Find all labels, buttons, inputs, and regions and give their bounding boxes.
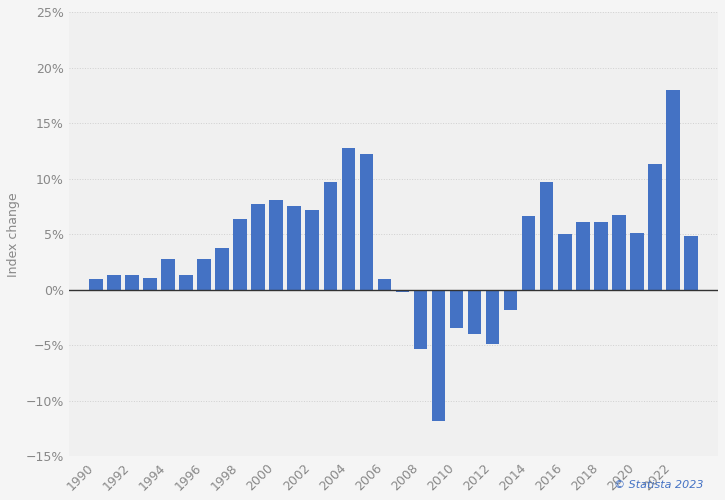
Bar xyxy=(468,290,481,334)
Bar xyxy=(396,290,409,292)
Bar xyxy=(305,210,319,290)
Bar xyxy=(161,258,175,290)
Bar xyxy=(341,148,355,290)
Bar xyxy=(558,234,571,290)
Bar xyxy=(89,278,102,290)
Bar xyxy=(179,276,193,290)
Bar xyxy=(486,290,500,344)
Bar xyxy=(504,290,518,310)
Bar xyxy=(197,258,211,290)
Bar xyxy=(360,154,373,290)
Bar xyxy=(233,218,247,290)
Bar xyxy=(522,216,536,290)
Text: © Statista 2023: © Statista 2023 xyxy=(614,480,703,490)
Bar xyxy=(431,290,445,421)
Bar xyxy=(378,278,392,290)
Bar xyxy=(107,276,120,290)
Bar xyxy=(270,200,283,290)
Bar xyxy=(450,290,463,328)
Bar xyxy=(612,216,626,290)
Bar xyxy=(143,278,157,290)
Y-axis label: Index change: Index change xyxy=(7,192,20,276)
Bar xyxy=(648,164,662,290)
Bar xyxy=(125,276,138,290)
Bar xyxy=(252,204,265,290)
Bar xyxy=(414,290,427,348)
Bar xyxy=(576,222,589,290)
Bar xyxy=(666,90,680,290)
Bar xyxy=(630,233,644,290)
Bar xyxy=(287,206,301,290)
Bar xyxy=(684,236,697,290)
Bar xyxy=(540,182,553,290)
Bar xyxy=(594,222,608,290)
Bar xyxy=(215,248,229,290)
Bar xyxy=(323,182,337,290)
